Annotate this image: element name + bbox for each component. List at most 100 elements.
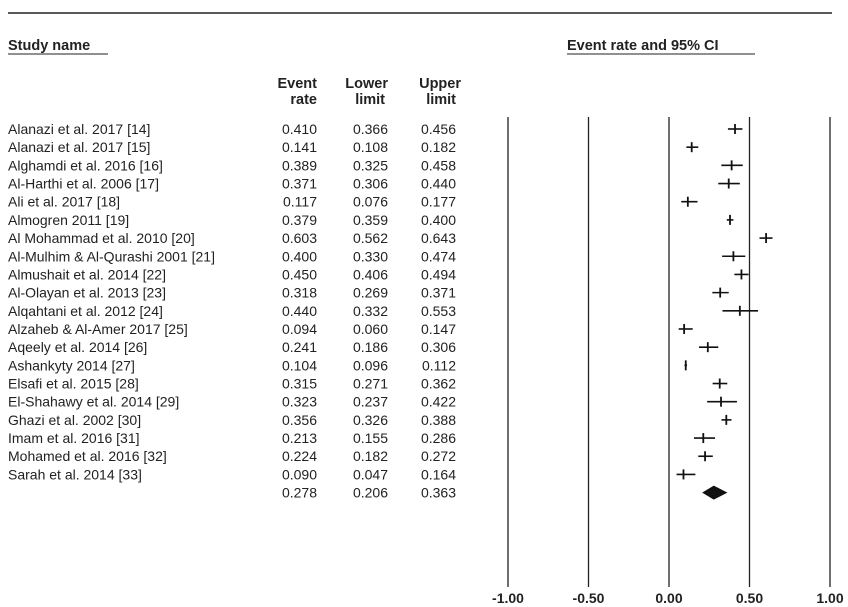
study-name: El-Shahawy et al. 2014 [29] bbox=[8, 394, 179, 410]
study-row: Al-Olayan et al. 2013 [23] 0.318 0.269 0.37… bbox=[8, 285, 729, 301]
lower-limit: 0.155 bbox=[353, 430, 388, 446]
study-row: Ashankyty 2014 [27] 0.104 0.096 0.112 bbox=[8, 357, 688, 373]
event-rate: 0.371 bbox=[282, 176, 317, 192]
event-rate: 0.318 bbox=[282, 285, 317, 301]
upper-limit: 0.164 bbox=[421, 466, 456, 482]
lower-limit: 0.076 bbox=[353, 194, 388, 210]
lower-limit: 0.562 bbox=[353, 230, 388, 246]
event-rate: 0.356 bbox=[282, 412, 317, 428]
study-row: Al Mohammad et al. 2010 [20] 0.603 0.562 0.… bbox=[8, 230, 773, 246]
lower-limit: 0.096 bbox=[353, 357, 388, 373]
study-name: Aqeely et al. 2014 [26] bbox=[8, 339, 147, 355]
study-name: Alghamdi et al. 2016 [16] bbox=[8, 157, 163, 173]
event-rate: 0.141 bbox=[282, 139, 317, 155]
study-row: Imam et al. 2016 [31] 0.213 0.155 0.286 bbox=[8, 430, 716, 446]
study-row: Al-Mulhim & Al-Qurashi 2001 [21] 0.400 0.3… bbox=[8, 248, 746, 264]
study-name: Almogren 2011 [19] bbox=[8, 212, 129, 228]
upper-limit: 0.440 bbox=[421, 176, 456, 192]
upper-limit: 0.177 bbox=[421, 194, 456, 210]
summary-upper: 0.363 bbox=[421, 485, 456, 501]
study-name: Al-Harthi et al. 2006 [17] bbox=[8, 176, 159, 192]
study-name: Sarah et al. 2014 [33] bbox=[8, 466, 142, 482]
upper-limit: 0.147 bbox=[421, 321, 456, 337]
study-row: Almushait et al. 2014 [22] 0.450 0.406 0.49… bbox=[8, 266, 749, 282]
lower-limit: 0.326 bbox=[353, 412, 388, 428]
study-row: Al-Harthi et al. 2006 [17] 0.371 0.306 0.44… bbox=[8, 176, 740, 192]
upper-limit: 0.474 bbox=[421, 248, 456, 264]
lower-limit: 0.406 bbox=[353, 266, 388, 282]
event-rate: 0.323 bbox=[282, 394, 317, 410]
upper-limit: 0.112 bbox=[422, 357, 456, 373]
tick-label: 1.00 bbox=[816, 590, 843, 606]
event-rate: 0.090 bbox=[282, 466, 317, 482]
event-rate: 0.440 bbox=[282, 303, 317, 319]
col-header-upper-1: Upper bbox=[419, 76, 461, 92]
upper-limit: 0.458 bbox=[421, 157, 456, 173]
col-header-lower-1: Lower bbox=[345, 76, 388, 92]
summary-lower: 0.206 bbox=[353, 485, 388, 501]
event-rate: 0.603 bbox=[282, 230, 317, 246]
tick-label: -0.50 bbox=[573, 590, 605, 606]
upper-limit: 0.388 bbox=[421, 412, 456, 428]
event-rate: 0.241 bbox=[282, 339, 317, 355]
study-name-header: Study name bbox=[8, 38, 90, 54]
lower-limit: 0.325 bbox=[353, 157, 388, 173]
lower-limit: 0.306 bbox=[353, 176, 388, 192]
ci-title: Event rate and 95% CI bbox=[567, 38, 719, 54]
study-row: Alqahtani et al. 2012 [24] 0.440 0.332 0.55… bbox=[8, 303, 759, 319]
col-header-lower-2: limit bbox=[355, 92, 385, 108]
upper-limit: 0.306 bbox=[421, 339, 456, 355]
summary-row: 0.278 0.206 0.363 bbox=[282, 485, 728, 501]
upper-limit: 0.182 bbox=[421, 139, 456, 155]
summary-rate: 0.278 bbox=[282, 485, 317, 501]
lower-limit: 0.186 bbox=[353, 339, 388, 355]
study-row: Aqeely et al. 2014 [26] 0.241 0.186 0.306 bbox=[8, 339, 719, 355]
study-name: Imam et al. 2016 [31] bbox=[8, 430, 140, 446]
study-name: Al-Mulhim & Al-Qurashi 2001 [21] bbox=[8, 248, 215, 264]
col-header-rate-1: Event bbox=[278, 76, 318, 92]
col-header-rate-2: rate bbox=[290, 92, 317, 108]
event-rate: 0.400 bbox=[282, 248, 317, 264]
lower-limit: 0.182 bbox=[353, 448, 388, 464]
study-name: Ghazi et al. 2002 [30] bbox=[8, 412, 141, 428]
study-rows: Alanazi et al. 2017 [14] 0.410 0.366 0.456A… bbox=[8, 121, 773, 482]
study-name: Elsafi et al. 2015 [28] bbox=[8, 376, 139, 392]
x-axis-ticks: -1.00 -0.50 0.00 0.50 1.00 bbox=[492, 590, 844, 606]
event-rate: 0.379 bbox=[282, 212, 317, 228]
lower-limit: 0.332 bbox=[353, 303, 388, 319]
lower-limit: 0.359 bbox=[353, 212, 388, 228]
upper-limit: 0.643 bbox=[421, 230, 456, 246]
event-rate: 0.224 bbox=[282, 448, 317, 464]
lower-limit: 0.108 bbox=[353, 139, 388, 155]
study-name: Alzaheb & Al-Amer 2017 [25] bbox=[8, 321, 188, 337]
study-name: Alanazi et al. 2017 [14] bbox=[8, 121, 150, 137]
upper-limit: 0.456 bbox=[421, 121, 456, 137]
event-rate: 0.315 bbox=[282, 376, 317, 392]
upper-limit: 0.362 bbox=[421, 376, 456, 392]
study-name: Ali et al. 2017 [18] bbox=[8, 194, 120, 210]
lower-limit: 0.271 bbox=[353, 376, 388, 392]
upper-limit: 0.286 bbox=[421, 430, 456, 446]
gridlines bbox=[507, 117, 831, 587]
lower-limit: 0.269 bbox=[353, 285, 388, 301]
upper-limit: 0.553 bbox=[421, 303, 456, 319]
upper-limit: 0.400 bbox=[421, 212, 456, 228]
tick-label: 0.50 bbox=[736, 590, 763, 606]
study-name: Al-Olayan et al. 2013 [23] bbox=[8, 285, 166, 301]
study-name: Ashankyty 2014 [27] bbox=[8, 357, 135, 373]
summary-diamond bbox=[702, 485, 728, 500]
study-row: Alanazi et al. 2017 [14] 0.410 0.366 0.456 bbox=[8, 121, 743, 137]
upper-limit: 0.422 bbox=[421, 394, 456, 410]
event-rate: 0.450 bbox=[282, 266, 317, 282]
study-row: Sarah et al. 2014 [33] 0.090 0.047 0.164 bbox=[8, 466, 696, 482]
upper-limit: 0.494 bbox=[421, 266, 456, 282]
study-row: Mohamed et al. 2016 [32] 0.224 0.182 0.272 bbox=[8, 448, 713, 464]
lower-limit: 0.366 bbox=[353, 121, 388, 137]
tick-label: 0.00 bbox=[655, 590, 682, 606]
study-name: Almushait et al. 2014 [22] bbox=[8, 266, 166, 282]
tick-label: -1.00 bbox=[492, 590, 524, 606]
upper-limit: 0.371 bbox=[421, 285, 456, 301]
study-row: El-Shahawy et al. 2014 [29] 0.323 0.237 0.4… bbox=[8, 394, 737, 410]
event-rate: 0.389 bbox=[282, 157, 317, 173]
